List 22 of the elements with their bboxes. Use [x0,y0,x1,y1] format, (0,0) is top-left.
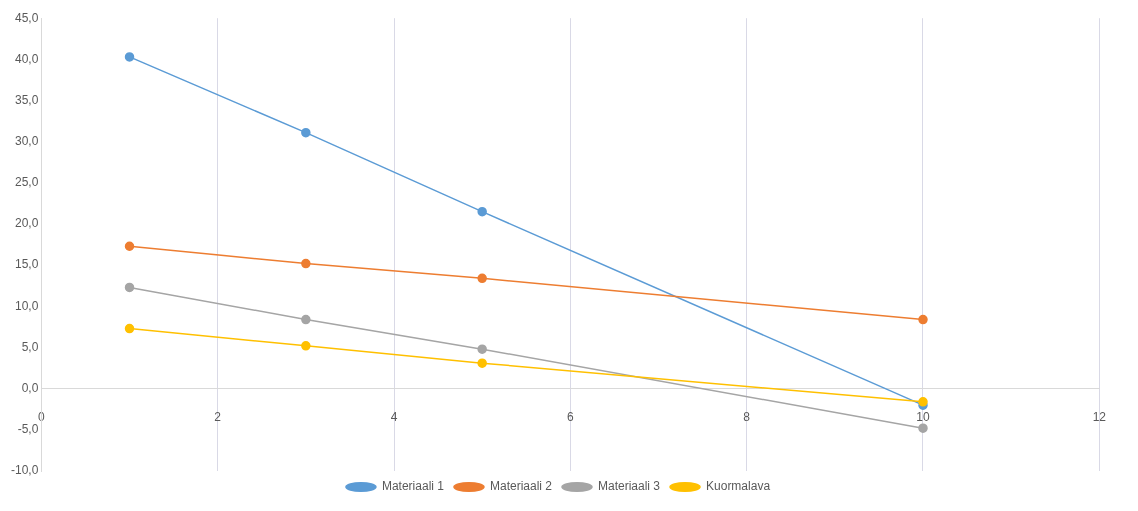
x-tick-label: 4 [390,410,398,425]
y-tick-label: 10,0 [14,298,39,313]
y-tick-label: 35,0 [14,92,39,107]
x-tick-label: 10 [916,410,930,425]
y-tick-label: 15,0 [14,257,39,272]
y-tick-label: -10,0 [10,463,39,478]
y-tick-label: -5,0 [17,422,39,437]
legend-label: Materiaali 1 [381,479,445,494]
y-tick-label: 0,0 [21,380,39,395]
y-tick-label: 25,0 [14,175,39,190]
x-tick-label: 8 [743,410,751,425]
y-tick-label: 45,0 [14,10,39,25]
legend-label: Materiaali 3 [598,479,661,494]
x-tick-label: 2 [214,410,222,425]
y-tick-label: 5,0 [21,339,39,354]
x-tick-label: 12 [1092,410,1107,425]
y-tick-label: 20,0 [14,216,39,231]
legend-label: Kuormalava [706,479,771,494]
legend-label: Materiaali 2 [489,479,553,494]
x-tick-label: 6 [567,410,574,425]
y-tick-label: 30,0 [14,134,39,148]
y-tick-label: 40,0 [14,51,39,66]
